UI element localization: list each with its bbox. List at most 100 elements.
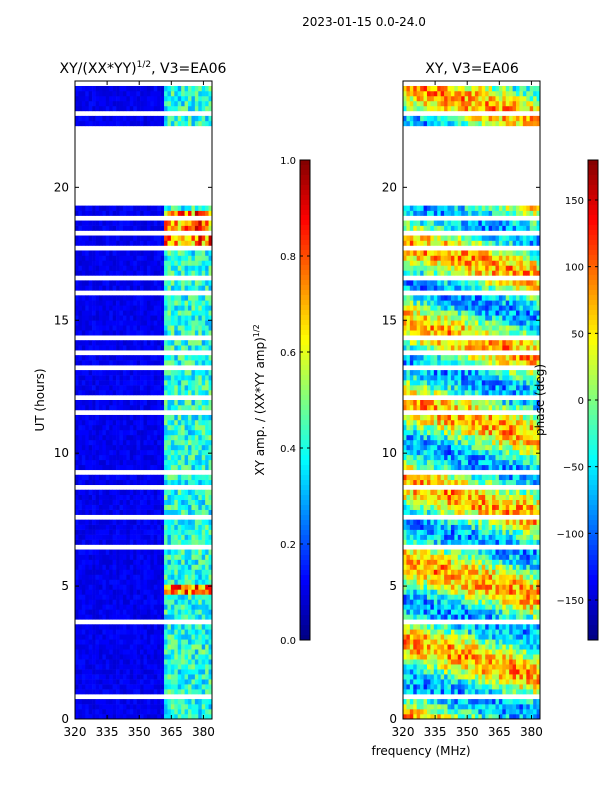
heatmap-cell: [136, 649, 141, 655]
heatmap-cell: [536, 594, 541, 600]
heatmap-cell: [471, 674, 476, 680]
heatmap-cell: [75, 340, 79, 346]
heatmap-cell: [75, 524, 79, 530]
heatmap-cell: [140, 295, 144, 301]
heatmap-cell: [133, 419, 137, 426]
heatmap-cell: [140, 360, 144, 366]
heatmap-cell: [92, 385, 96, 391]
heatmap-cell: [157, 205, 161, 211]
heatmap-cell: [181, 704, 185, 710]
heatmap-cell: [146, 534, 151, 540]
heatmap-cell: [488, 584, 493, 590]
heatmap-cell: [98, 95, 103, 102]
heatmap-cell: [150, 449, 155, 456]
colorbar-step: [300, 570, 310, 576]
heatmap-cell: [75, 634, 79, 640]
heatmap-cell: [157, 260, 161, 266]
heatmap-cell: [95, 624, 100, 630]
heatmap-cell: [191, 260, 196, 266]
heatmap-cell: [119, 280, 124, 286]
heatmap-cell: [177, 404, 182, 411]
heatmap-cell: [174, 494, 179, 500]
heatmap-cell: [143, 355, 148, 361]
heatmap-cell: [194, 404, 199, 411]
heatmap-cell: [184, 459, 189, 466]
heatmap-cell: [471, 609, 476, 615]
heatmap-cell: [98, 295, 103, 301]
heatmap-cell: [208, 534, 213, 540]
heatmap-cell: [150, 674, 155, 680]
heatmap-cell: [464, 649, 469, 655]
heatmap-cell: [160, 509, 165, 515]
heatmap-cell: [116, 300, 120, 306]
colorbar-step: [300, 430, 310, 436]
heatmap-cell: [474, 589, 479, 595]
heatmap-cell: [81, 524, 86, 530]
heatmap-cell: [105, 325, 110, 331]
heatmap-cell: [153, 599, 158, 605]
heatmap-cell: [533, 599, 537, 605]
heatmap-cell: [78, 589, 83, 595]
heatmap-cell: [102, 444, 107, 451]
heatmap-cell: [194, 614, 199, 620]
heatmap-cell: [529, 704, 534, 710]
heatmap-cell: [122, 594, 127, 600]
heatmap-cell: [198, 315, 203, 321]
heatmap-cell: [105, 709, 110, 715]
heatmap-cell: [194, 519, 199, 525]
heatmap-cell: [184, 499, 189, 505]
heatmap-cell: [416, 674, 421, 680]
heatmap-cell: [116, 385, 120, 391]
heatmap-cell: [153, 499, 158, 505]
heatmap-cell: [129, 649, 134, 655]
heatmap-cell: [170, 345, 175, 351]
heatmap-cell: [170, 709, 175, 715]
heatmap-cell: [126, 629, 131, 635]
heatmap-cell: [205, 100, 209, 107]
heatmap-cell: [81, 659, 86, 665]
heatmap-cell: [98, 280, 103, 286]
heatmap-cell: [150, 669, 155, 675]
heatmap-cell: [184, 669, 189, 675]
heatmap-cell: [471, 669, 476, 675]
heatmap-cell: [184, 489, 189, 495]
heatmap-cell: [485, 679, 489, 685]
heatmap-cell: [188, 280, 192, 286]
heatmap-cell: [481, 584, 486, 590]
heatmap-cell: [105, 559, 110, 565]
heatmap-cell: [164, 95, 168, 102]
heatmap-cell: [129, 529, 134, 535]
heatmap-cell: [485, 599, 489, 605]
heatmap-cell: [198, 340, 203, 346]
heatmap-cell: [464, 714, 469, 720]
heatmap-cell: [78, 464, 83, 471]
colorbar-step: [300, 175, 310, 181]
heatmap-cell: [92, 210, 96, 216]
colorbar-step: [300, 515, 310, 521]
heatmap-cell: [98, 709, 103, 715]
heatmap-cell: [191, 380, 196, 386]
heatmap-cell: [492, 629, 496, 635]
heatmap-cell: [129, 504, 134, 510]
heatmap-cell: [153, 300, 158, 306]
heatmap-cell: [198, 669, 203, 675]
heatmap-cell: [184, 434, 189, 441]
heatmap-cell: [167, 679, 172, 685]
heatmap-cell: [177, 659, 182, 665]
heatmap-cell: [140, 714, 144, 720]
heatmap-cell: [174, 250, 179, 256]
heatmap-cell: [85, 240, 89, 246]
heatmap-cell: [437, 584, 441, 590]
heatmap-cell: [95, 539, 100, 545]
heatmap-cell: [198, 679, 203, 685]
heatmap-cell: [208, 709, 213, 715]
heatmap-cell: [208, 649, 213, 655]
heatmap-cell: [519, 624, 524, 630]
heatmap-cell: [201, 449, 206, 456]
heatmap-cell: [474, 664, 479, 670]
heatmap-cell: [116, 95, 120, 102]
heatmap-cell: [471, 684, 476, 690]
heatmap-cell: [188, 559, 192, 565]
heatmap-cell: [146, 315, 151, 321]
heatmap-cell: [153, 489, 158, 495]
